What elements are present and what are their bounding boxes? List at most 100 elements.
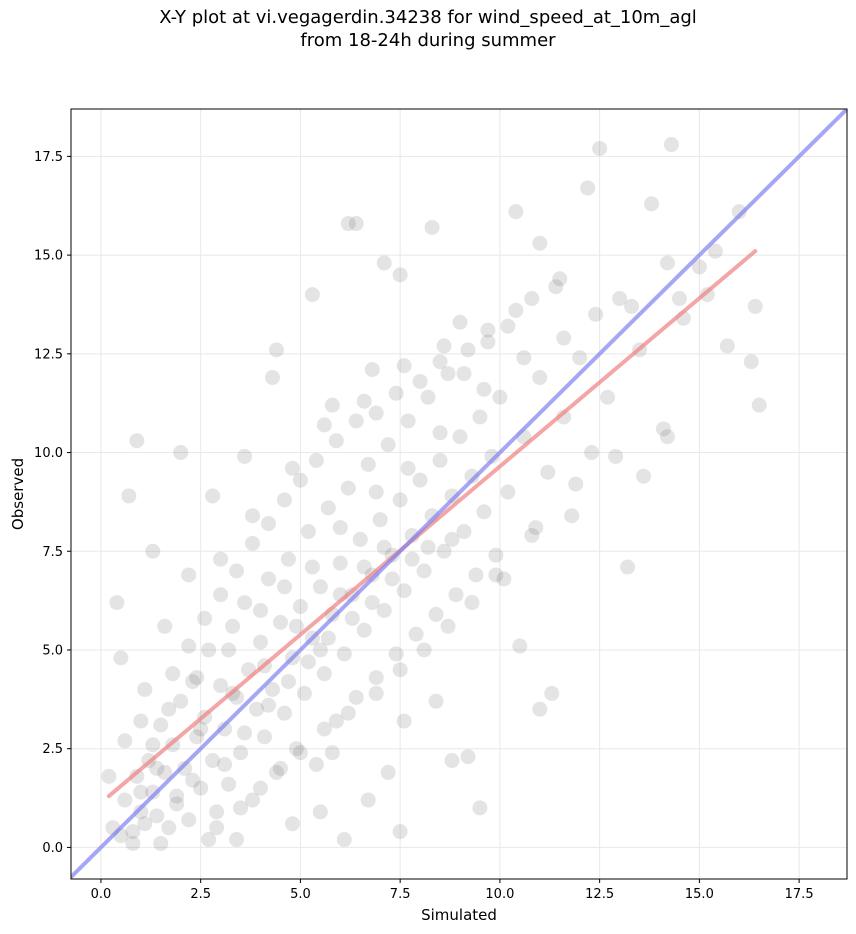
lines-layer [71, 109, 847, 879]
data-point [416, 642, 432, 658]
x-tick-label: 0.0 [91, 887, 112, 902]
data-point [284, 460, 300, 476]
data-point [300, 654, 316, 670]
data-point [460, 342, 476, 358]
y-tick-label: 10.0 [34, 446, 63, 461]
data-point [456, 524, 472, 540]
data-point [388, 385, 404, 401]
data-point [580, 180, 596, 196]
y-tick-label: 2.5 [42, 742, 63, 757]
data-point [320, 630, 336, 646]
data-point [253, 634, 269, 650]
data-point [280, 551, 296, 567]
data-point [512, 638, 528, 654]
x-tick-label: 15.0 [685, 887, 714, 902]
data-point [161, 701, 177, 717]
data-point [368, 685, 384, 701]
data-point [189, 729, 205, 745]
y-tick-label: 7.5 [42, 545, 63, 560]
data-point [448, 587, 464, 603]
data-point [500, 318, 516, 334]
data-point [185, 674, 201, 690]
data-point [316, 666, 332, 682]
data-point [436, 543, 452, 559]
data-point [145, 784, 161, 800]
data-point [133, 804, 149, 820]
data-point [584, 445, 600, 461]
data-point [149, 760, 165, 776]
data-point [268, 342, 284, 358]
data-point [225, 618, 241, 634]
data-point [372, 512, 388, 528]
data-point [644, 196, 660, 212]
data-point [312, 642, 328, 658]
data-point [221, 642, 237, 658]
data-point [129, 433, 145, 449]
data-point [456, 366, 472, 382]
data-point [356, 559, 372, 575]
data-point [612, 291, 628, 307]
y-tick-label: 15.0 [34, 249, 63, 264]
data-point [480, 322, 496, 338]
data-point [524, 291, 540, 307]
data-point [316, 417, 332, 433]
data-point [237, 595, 253, 611]
data-point [388, 646, 404, 662]
plot-frame [70, 108, 848, 880]
data-point [360, 456, 376, 472]
data-point [193, 721, 209, 737]
x-axis-ticks: 0.0 2.5 5.0 7.5 10.0 12.5 15.0 17.5 [91, 879, 814, 902]
data-point [153, 717, 169, 733]
data-point [181, 812, 197, 828]
data-point [532, 235, 548, 251]
data-point [169, 788, 185, 804]
data-point [245, 792, 261, 808]
data-point [460, 749, 476, 765]
data-point [304, 287, 320, 303]
data-point [396, 583, 412, 599]
data-point [280, 674, 296, 690]
data-point [308, 756, 324, 772]
data-point [165, 666, 181, 682]
data-point [731, 204, 747, 220]
data-point [524, 527, 540, 543]
data-point [743, 354, 759, 370]
data-point [480, 334, 496, 350]
data-point [260, 571, 276, 587]
data-point [719, 338, 735, 354]
data-point [440, 366, 456, 382]
data-point [320, 500, 336, 516]
data-point [428, 606, 444, 622]
y-axis-ticks: 0.0 2.5 5.0 7.5 10.0 12.5 15.0 17.5 [34, 150, 71, 856]
data-point [532, 701, 548, 717]
data-point [707, 243, 723, 259]
identity-line [71, 109, 847, 879]
data-point [284, 816, 300, 832]
data-point [556, 330, 572, 346]
data-point [292, 599, 308, 615]
data-point [368, 670, 384, 686]
data-point [189, 670, 205, 686]
data-point [492, 389, 508, 405]
x-tick-label: 5.0 [290, 887, 311, 902]
data-point [464, 468, 480, 484]
data-point [276, 579, 292, 595]
data-point [408, 626, 424, 642]
data-point [213, 551, 229, 567]
data-point [516, 350, 532, 366]
data-point [420, 539, 436, 555]
x-tick-label: 12.5 [585, 887, 614, 902]
data-point [751, 397, 767, 413]
data-point [209, 804, 225, 820]
data-point [376, 255, 392, 271]
data-point [348, 689, 364, 705]
data-point [336, 832, 352, 848]
data-point [312, 804, 328, 820]
data-point [548, 279, 564, 295]
data-point [324, 397, 340, 413]
data-point [376, 539, 392, 555]
data-point [376, 602, 392, 618]
data-point [412, 472, 428, 488]
data-point [592, 140, 608, 156]
